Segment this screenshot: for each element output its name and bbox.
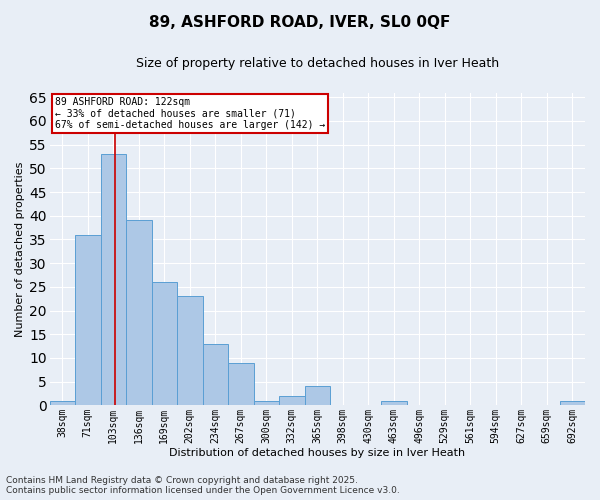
Bar xyxy=(177,296,203,406)
Y-axis label: Number of detached properties: Number of detached properties xyxy=(15,161,25,336)
Bar xyxy=(254,400,279,406)
Text: Contains HM Land Registry data © Crown copyright and database right 2025.
Contai: Contains HM Land Registry data © Crown c… xyxy=(6,476,400,495)
Bar xyxy=(126,220,152,406)
Bar xyxy=(203,344,228,406)
Bar xyxy=(75,234,101,406)
Bar xyxy=(50,400,75,406)
Title: Size of property relative to detached houses in Iver Heath: Size of property relative to detached ho… xyxy=(136,58,499,70)
Bar xyxy=(228,362,254,406)
Bar xyxy=(305,386,330,406)
Bar xyxy=(101,154,126,406)
Bar xyxy=(152,282,177,406)
Text: 89, ASHFORD ROAD, IVER, SL0 0QF: 89, ASHFORD ROAD, IVER, SL0 0QF xyxy=(149,15,451,30)
Text: 89 ASHFORD ROAD: 122sqm
← 33% of detached houses are smaller (71)
67% of semi-de: 89 ASHFORD ROAD: 122sqm ← 33% of detache… xyxy=(55,97,325,130)
Bar xyxy=(381,400,407,406)
Bar xyxy=(560,400,585,406)
X-axis label: Distribution of detached houses by size in Iver Heath: Distribution of detached houses by size … xyxy=(169,448,466,458)
Bar xyxy=(279,396,305,406)
